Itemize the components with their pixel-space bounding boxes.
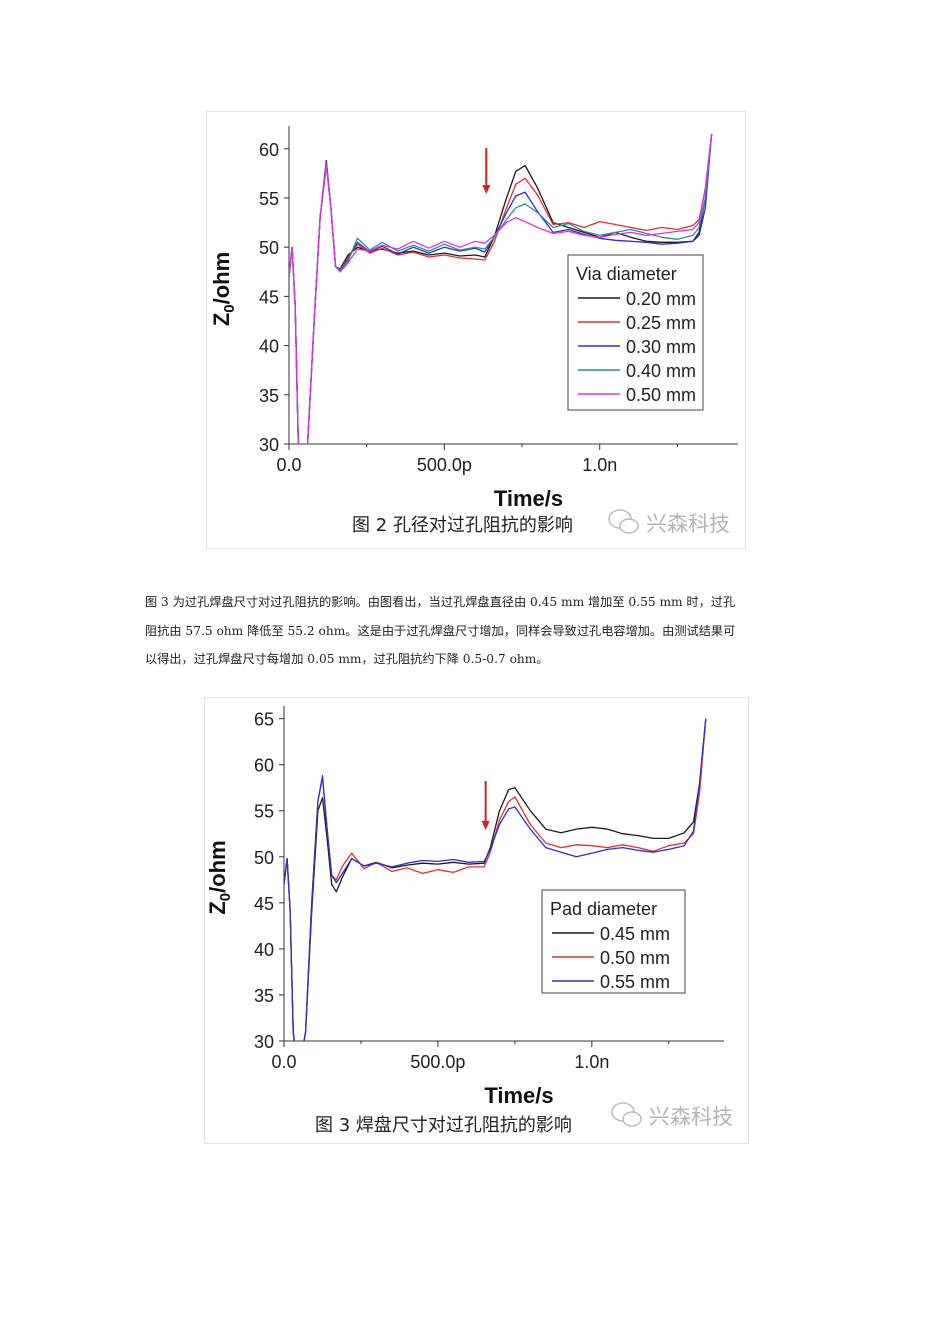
legend-box <box>567 254 704 411</box>
paragraph-line-3: 以得出，过孔焊盘尺寸每增加 0.05 mm，过孔阻抗约下降 0.5-0.7 oh… <box>145 652 549 666</box>
y-tick-label: 35 <box>259 386 279 406</box>
annotation-arrow-head <box>482 185 491 194</box>
figure-2: 30 35 40 45 50 55 60 0.0 500.0p 1.0n Time/s Z0/ohm V… <box>206 111 746 549</box>
body-paragraph: 图 3 为过孔焊盘尺寸对过孔阻抗的影响。由图看出，当过孔焊盘直径由 0.45 m… <box>145 588 810 674</box>
via-diameter-chart: 30 35 40 45 50 55 60 0.0 500.0p 1.0n Time/s Z0/ohm V… <box>209 126 738 536</box>
legend-entry-label: 0.25 mm <box>626 313 696 333</box>
series-line-2 <box>284 718 707 1041</box>
y-tick-label: 55 <box>254 802 274 822</box>
y-tick-label: 60 <box>259 140 279 160</box>
series-line-5 <box>289 133 713 444</box>
legend-title: Pad diameter <box>550 899 657 919</box>
legend-entry-label: 0.45 mm <box>600 924 670 944</box>
y-tick-label: 55 <box>259 189 279 209</box>
legend-entry-label: 0.30 mm <box>626 337 696 357</box>
series-group <box>289 133 713 444</box>
y-tick-label: 65 <box>254 710 274 730</box>
annotation-arrow-head <box>481 821 490 830</box>
x-tick-label: 500.0p <box>410 1052 465 1072</box>
paragraph-line-1: 图 3 为过孔焊盘尺寸对过孔阻抗的影响。由图看出，当过孔焊盘直径由 0.45 m… <box>145 595 736 609</box>
legend-entry-label: 0.55 mm <box>600 972 670 992</box>
watermark-text: 兴森科技 <box>649 1105 733 1129</box>
y-tick-label: 60 <box>254 756 274 776</box>
wechat-watermark-icon-bubble <box>622 1111 642 1127</box>
legend-entry-label: 0.20 mm <box>626 289 696 309</box>
y-tick-label: 40 <box>259 337 279 357</box>
legend-entry-label: 0.50 mm <box>626 385 696 405</box>
x-tick-label: 500.0p <box>417 455 472 475</box>
y-tick-label: 35 <box>254 986 274 1006</box>
legend-box <box>541 889 686 994</box>
series-line-1 <box>284 718 707 1041</box>
wechat-watermark-icon-bubble <box>619 518 639 534</box>
paragraph-line-2: 阻抗由 57.5 ohm 降低至 55.2 ohm。这是由于过孔焊盘尺寸增加，同… <box>145 623 736 638</box>
y-tick-label: 50 <box>259 238 279 258</box>
x-axis-label: Time/s <box>494 486 563 511</box>
legend-entry-label: 0.40 mm <box>626 361 696 381</box>
legend-title: Via diameter <box>576 264 677 284</box>
y-axis-label: Z0/ohm <box>205 840 234 914</box>
pad-diameter-chart: 30 35 40 45 50 55 60 65 0.0 500.0p 1.0n Time/s Z0/oh… <box>205 706 733 1136</box>
legend-entry-label: 0.50 mm <box>600 948 670 968</box>
series-group <box>284 718 707 1041</box>
x-tick-label: 0.0 <box>276 455 301 475</box>
figure-caption: 图 2 孔径对过孔阻抗的影响 <box>352 515 573 536</box>
y-tick-label: 45 <box>254 894 274 914</box>
x-tick-label: 1.0n <box>574 1052 609 1072</box>
x-tick-label: 1.0n <box>582 455 617 475</box>
figure-3: 30 35 40 45 50 55 60 65 0.0 500.0p 1.0n Time/s Z0/oh… <box>204 697 749 1144</box>
y-tick-label: 45 <box>259 287 279 307</box>
y-tick-label: 30 <box>259 435 279 455</box>
y-axis-label: Z0/ohm <box>209 252 238 326</box>
x-axis-label: Time/s <box>484 1083 553 1108</box>
x-tick-label: 0.0 <box>271 1052 296 1072</box>
y-tick-label: 30 <box>254 1032 274 1052</box>
figure-caption: 图 3 焊盘尺寸对过孔阻抗的影响 <box>315 1115 572 1136</box>
series-line-3 <box>284 718 707 1041</box>
y-tick-label: 50 <box>254 848 274 868</box>
watermark-text: 兴森科技 <box>646 512 730 536</box>
y-tick-label: 40 <box>254 940 274 960</box>
